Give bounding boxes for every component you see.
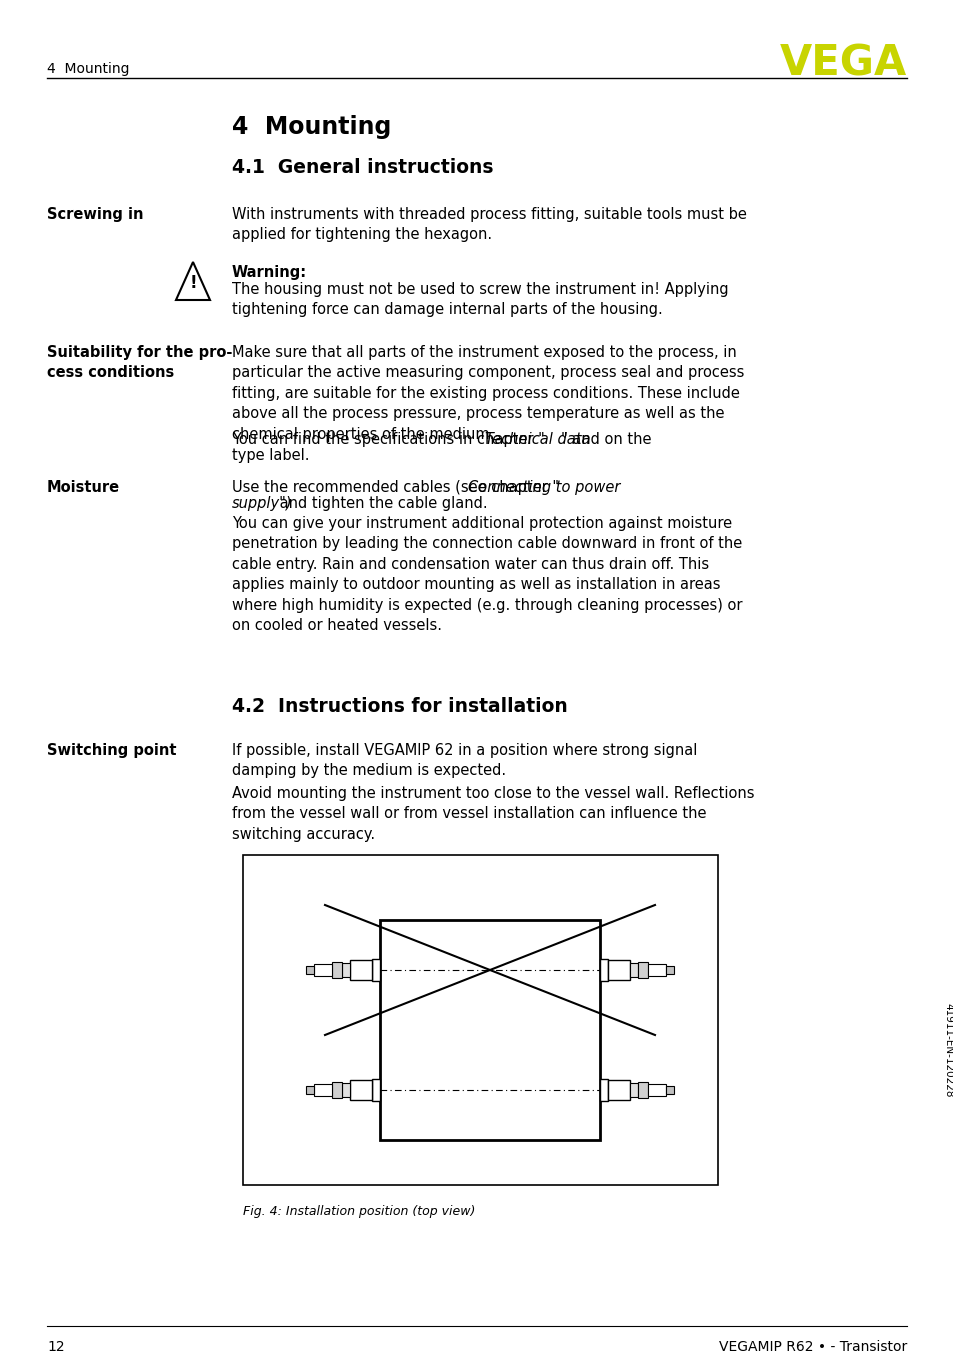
Text: You can give your instrument additional protection against moisture
penetration : You can give your instrument additional … xyxy=(232,516,741,634)
Text: Technical data: Technical data xyxy=(484,432,590,447)
Text: Warning:: Warning: xyxy=(232,265,307,280)
Bar xyxy=(629,1083,638,1097)
Bar xyxy=(306,965,314,974)
Text: Suitability for the pro-
cess conditions: Suitability for the pro- cess conditions xyxy=(47,345,233,380)
Text: Switching point: Switching point xyxy=(47,743,176,758)
Bar xyxy=(372,959,379,982)
Text: Connecting to power: Connecting to power xyxy=(467,481,619,496)
Text: and tighten the cable gland.: and tighten the cable gland. xyxy=(274,496,487,510)
Bar xyxy=(665,965,673,974)
Bar xyxy=(638,961,647,978)
Bar xyxy=(647,1085,665,1095)
Text: 12: 12 xyxy=(47,1340,65,1354)
Bar xyxy=(332,961,341,978)
Bar xyxy=(314,964,332,976)
Text: Screwing in: Screwing in xyxy=(47,207,143,222)
Text: " and on the: " and on the xyxy=(560,432,651,447)
Text: supply"): supply") xyxy=(232,496,293,510)
Text: VEGA: VEGA xyxy=(779,43,906,85)
Bar xyxy=(350,1080,372,1099)
Text: If possible, install VEGAMIP 62 in a position where strong signal
damping by the: If possible, install VEGAMIP 62 in a pos… xyxy=(232,743,697,779)
Text: !: ! xyxy=(189,274,196,292)
Bar xyxy=(629,963,638,978)
Bar xyxy=(341,1083,350,1097)
Text: With instruments with threaded process fitting, suitable tools must be
applied f: With instruments with threaded process f… xyxy=(232,207,746,242)
Text: You can find the specifications in chapter ": You can find the specifications in chapt… xyxy=(232,432,544,447)
Bar xyxy=(607,1080,629,1099)
Text: VEGAMIP R62 • - Transistor: VEGAMIP R62 • - Transistor xyxy=(718,1340,906,1354)
Text: Avoid mounting the instrument too close to the vessel wall. Reflections
from the: Avoid mounting the instrument too close … xyxy=(232,787,754,842)
Bar xyxy=(607,960,629,980)
Text: Moisture: Moisture xyxy=(47,481,120,496)
Bar xyxy=(314,1085,332,1095)
Text: Fig. 4: Installation position (top view): Fig. 4: Installation position (top view) xyxy=(243,1205,475,1219)
Bar xyxy=(341,963,350,978)
Bar xyxy=(379,919,599,1140)
Text: 4  Mounting: 4 Mounting xyxy=(47,62,130,76)
Text: The housing must not be used to screw the instrument in! Applying
tightening for: The housing must not be used to screw th… xyxy=(232,282,728,317)
Text: 4  Mounting: 4 Mounting xyxy=(232,115,391,139)
Text: Make sure that all parts of the instrument exposed to the process, in
particular: Make sure that all parts of the instrume… xyxy=(232,345,743,441)
Bar xyxy=(665,1086,673,1094)
Bar xyxy=(638,1082,647,1098)
Bar xyxy=(599,1079,607,1101)
Text: type label.: type label. xyxy=(232,448,309,463)
Text: 4.1  General instructions: 4.1 General instructions xyxy=(232,158,493,177)
Bar xyxy=(332,1082,341,1098)
Bar xyxy=(350,960,372,980)
Bar xyxy=(243,854,718,1185)
Text: 41911-EN-120228: 41911-EN-120228 xyxy=(942,1003,952,1097)
Bar xyxy=(599,959,607,982)
Bar xyxy=(372,1079,379,1101)
Text: 4.2  Instructions for installation: 4.2 Instructions for installation xyxy=(232,697,567,716)
Text: Use the recommended cables (see chapter ": Use the recommended cables (see chapter … xyxy=(232,481,558,496)
Bar xyxy=(306,1086,314,1094)
Bar xyxy=(647,964,665,976)
